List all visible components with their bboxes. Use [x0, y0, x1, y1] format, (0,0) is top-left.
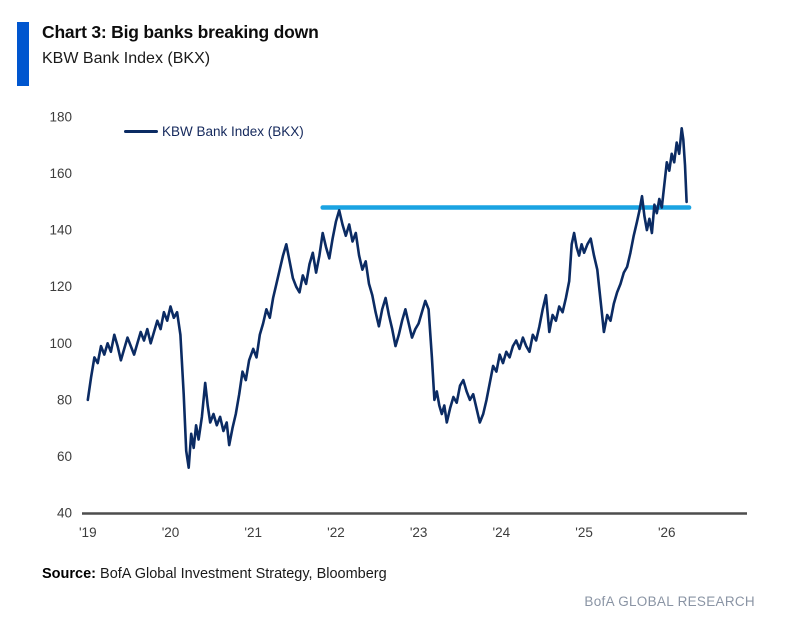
x-axis-tick-label: '21: [244, 525, 262, 540]
chart-legend: KBW Bank Index (BKX): [124, 124, 304, 139]
y-axis-tick-label: 160: [49, 166, 72, 181]
bofa-global-research-brand: BofA GLOBAL RESEARCH: [584, 594, 755, 609]
x-axis-tick-label: '19: [79, 525, 97, 540]
y-axis-tick-label: 140: [49, 223, 72, 238]
y-axis-tick-label: 120: [49, 279, 72, 294]
source-text: BofA Global Investment Strategy, Bloombe…: [96, 566, 387, 582]
bkx-series-line: [86, 127, 688, 470]
y-axis-tick-label: 40: [57, 506, 72, 521]
y-axis-tick-label: 80: [57, 392, 72, 407]
y-axis-tick-label: 180: [49, 110, 72, 125]
x-axis-tick-label: '26: [658, 525, 676, 540]
chart-title: Chart 3: Big banks breaking down: [42, 22, 319, 42]
title-accent-bar: [17, 22, 29, 86]
source-attribution: Source: BofA Global Investment Strategy,…: [42, 566, 387, 582]
x-axis-tick-label: '25: [575, 525, 593, 540]
y-axis-tick-label: 60: [57, 449, 72, 464]
x-axis-tick-label: '23: [410, 525, 428, 540]
legend-line-swatch: [124, 129, 158, 134]
x-axis-tick-label: '20: [162, 525, 180, 540]
chart-subtitle: KBW Bank Index (BKX): [42, 50, 211, 67]
y-axis-tick-label: 100: [49, 336, 72, 351]
legend-series-label: KBW Bank Index (BKX): [162, 124, 304, 139]
source-label: Source:: [42, 566, 96, 582]
x-axis-tick-label: '24: [493, 525, 511, 540]
x-axis-tick-label: '22: [327, 525, 345, 540]
